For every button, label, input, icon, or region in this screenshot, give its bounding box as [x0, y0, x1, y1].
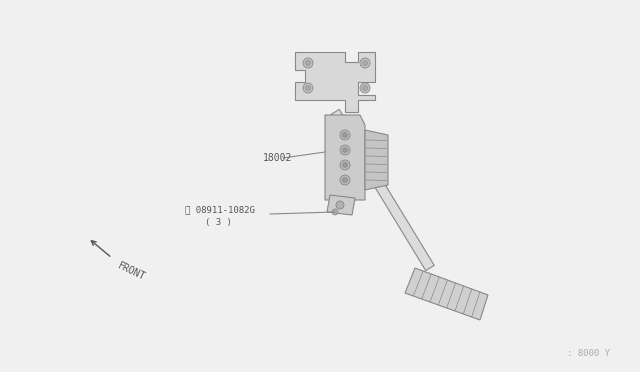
Circle shape [342, 177, 348, 183]
Circle shape [336, 201, 344, 209]
Circle shape [362, 86, 367, 90]
Text: ① 08911-1082G: ① 08911-1082G [185, 205, 255, 215]
Circle shape [340, 145, 350, 155]
Circle shape [303, 83, 313, 93]
Circle shape [342, 148, 348, 153]
Circle shape [362, 61, 367, 65]
Circle shape [342, 132, 348, 138]
Circle shape [305, 61, 310, 65]
Polygon shape [331, 109, 435, 270]
Polygon shape [295, 52, 375, 112]
Polygon shape [325, 115, 365, 200]
Circle shape [305, 86, 310, 90]
Text: FRONT: FRONT [116, 261, 147, 282]
Circle shape [332, 209, 338, 215]
Polygon shape [365, 130, 388, 190]
Circle shape [342, 163, 348, 167]
Circle shape [360, 83, 370, 93]
Circle shape [360, 58, 370, 68]
Polygon shape [405, 268, 488, 320]
Circle shape [340, 175, 350, 185]
Text: ( 3 ): ( 3 ) [205, 218, 232, 227]
Circle shape [340, 160, 350, 170]
Polygon shape [327, 195, 355, 215]
Circle shape [340, 130, 350, 140]
Text: 18002: 18002 [263, 153, 292, 163]
Circle shape [303, 58, 313, 68]
Text: : 8000 Y: : 8000 Y [567, 349, 610, 358]
